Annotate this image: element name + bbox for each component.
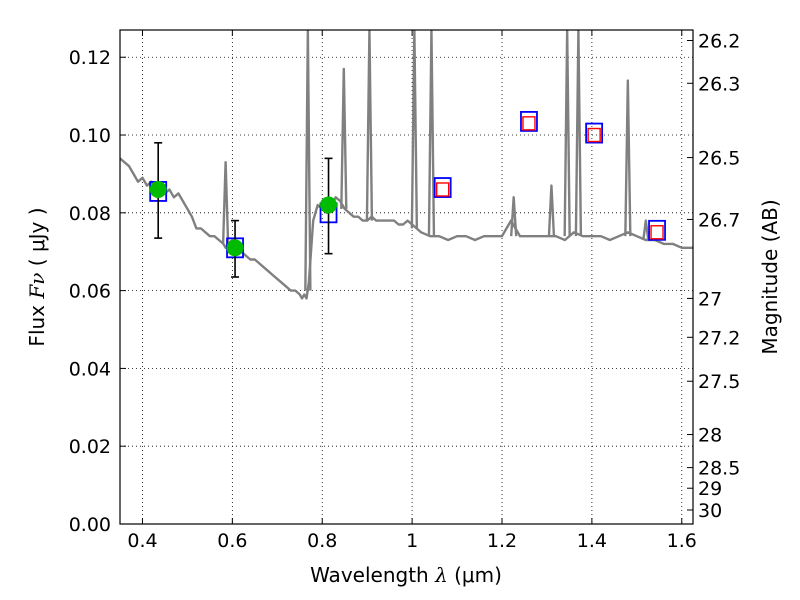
mag-tick-label: 26.3: [698, 73, 740, 95]
emission-line-spike: [427, 30, 436, 237]
model-photometry-marker: [585, 122, 604, 144]
ticks: 0.4 0.6 0.8 1 1.2 1.4 1.6 0.00 0.02 0.04 0.06 0.08 0…: [69, 30, 740, 552]
x-tick-label: 1: [406, 530, 418, 552]
emission-line-spike: [642, 219, 650, 241]
data-layer: [120, 30, 693, 300]
predicted-photometry-marker: [435, 182, 450, 197]
x-tick-label: 1.6: [667, 530, 697, 552]
observed-photometry-marker: [320, 196, 338, 214]
x-tick-label: 1.4: [577, 530, 607, 552]
emission-line-spike: [365, 30, 374, 221]
mag-tick-label: 26.5: [698, 148, 740, 170]
y-tick-label: 0.02: [69, 436, 111, 458]
mag-tick-label: 28.5: [698, 458, 740, 480]
y-tick-label: 0.04: [69, 358, 111, 380]
y-axis-title-prefix: Flux: [25, 299, 49, 347]
y-axis-title: Flux Fν ( μJy ): [25, 207, 49, 346]
x-tick-label: 0.4: [127, 530, 157, 552]
x-axis-title-symbol: λ: [434, 563, 448, 587]
emission-line-spike: [340, 67, 348, 209]
model-photometry-marker: [433, 177, 452, 198]
x-tick-label: 0.6: [217, 530, 247, 552]
x-tick-label: 0.8: [307, 530, 337, 552]
predicted-photometry-marker: [650, 225, 664, 240]
emission-line-spike: [563, 30, 571, 237]
predicted-photometry-marker: [587, 127, 601, 143]
emission-line-spike: [624, 79, 632, 237]
x-axis-title: Wavelength λ (μm): [310, 563, 502, 587]
plot-frame: [119, 29, 694, 525]
mag-tick-label: 30: [698, 500, 722, 522]
y-axis-title-symbol: Fν: [25, 273, 49, 300]
mag-tick-label: 27: [698, 288, 722, 310]
model-photometry-marker: [648, 219, 666, 241]
y-tick-label: 0.06: [69, 281, 111, 303]
y-axis-title-units: ( μJy ): [25, 207, 49, 272]
plot-area: [120, 30, 693, 524]
mag-tick-label: 26.7: [698, 209, 740, 231]
emission-line-spike: [547, 184, 556, 237]
mag-tick-label: 26.2: [698, 31, 740, 53]
observed-photometry-marker: [226, 239, 244, 257]
x-axis-title-units: (μm): [448, 563, 502, 587]
emission-line-spike: [304, 30, 312, 291]
y-tick-label: 0.10: [69, 125, 111, 147]
observed-photometry-marker: [149, 180, 167, 198]
y-tick-label: 0.00: [69, 514, 111, 536]
y2-axis-title: Magnitude (AB): [758, 199, 782, 354]
mag-tick-label: 29: [698, 478, 722, 500]
emission-line-spike: [574, 30, 583, 237]
emission-line-spike: [221, 161, 230, 244]
model-photometry-marker: [520, 111, 538, 132]
mag-tick-label: 28: [698, 425, 722, 447]
mag-tick-label: 27.2: [698, 327, 740, 349]
emission-line-spike: [410, 30, 419, 229]
mag-tick-label: 27.5: [698, 371, 740, 393]
y-tick-label: 0.12: [69, 47, 111, 69]
x-axis-title-prefix: Wavelength: [310, 563, 435, 587]
y-tick-label: 0.08: [69, 203, 111, 225]
predicted-photometry-marker: [522, 116, 536, 131]
x-tick-label: 1.2: [487, 530, 517, 552]
emission-line-spike: [509, 196, 518, 237]
